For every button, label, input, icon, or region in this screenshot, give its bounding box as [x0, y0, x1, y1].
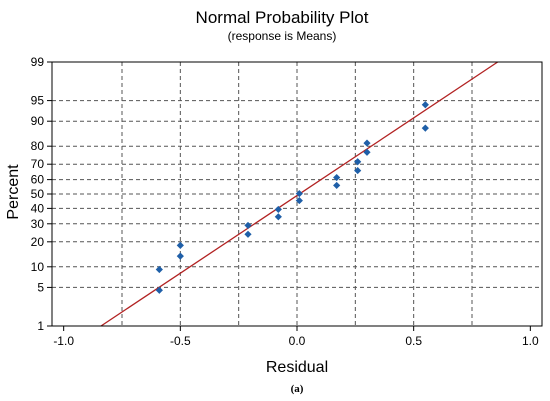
x-tick-label: -1.0: [53, 334, 74, 348]
figure-caption: (a): [291, 383, 304, 395]
y-tick-label: 90: [31, 114, 45, 128]
y-tick-label: 70: [31, 157, 45, 171]
chart-title: Normal Probability Plot: [196, 8, 369, 27]
data-point: [354, 166, 362, 175]
y-tick-label: 95: [31, 94, 45, 108]
data-point: [244, 230, 252, 238]
data-point: [363, 139, 371, 147]
y-tick-label: 80: [31, 139, 45, 153]
y-tick-label: 50: [31, 187, 45, 201]
data-point: [155, 265, 163, 274]
y-tick-label: 1: [37, 319, 44, 333]
y-tick-label: 30: [31, 217, 45, 231]
y-tick-label: 5: [37, 280, 44, 294]
data-point: [354, 158, 362, 166]
y-tick-label: 10: [31, 260, 45, 274]
data-point: [363, 148, 371, 156]
y-axis-label: Percent: [5, 164, 22, 220]
data-point: [274, 205, 282, 214]
data-point: [274, 213, 282, 221]
data-point: [333, 181, 341, 190]
data-point: [155, 286, 163, 294]
data-point: [421, 101, 429, 109]
y-tick-label: 60: [31, 173, 45, 187]
data-point: [333, 173, 341, 182]
grid-lines: [52, 62, 542, 326]
y-tick-label: 40: [31, 201, 45, 215]
x-tick-label: -0.5: [170, 334, 191, 348]
x-axis-ticks: -1.0 -0.5 0.0 0.5 1.0: [53, 326, 539, 348]
x-tick-label: 0.0: [289, 334, 306, 348]
data-point: [176, 241, 184, 249]
data-point: [421, 124, 429, 132]
data-point: [295, 196, 303, 205]
x-axis-label: Residual: [266, 359, 328, 376]
x-tick-label: 0.5: [405, 334, 422, 348]
x-tick-label: 1.0: [522, 334, 539, 348]
data-points: [155, 101, 429, 294]
data-point: [244, 221, 252, 230]
y-tick-label: 99: [31, 55, 45, 69]
y-tick-label: 20: [31, 235, 45, 249]
chart-subtitle: (response is Means): [228, 29, 337, 43]
data-point: [295, 189, 303, 198]
data-point: [176, 252, 184, 260]
